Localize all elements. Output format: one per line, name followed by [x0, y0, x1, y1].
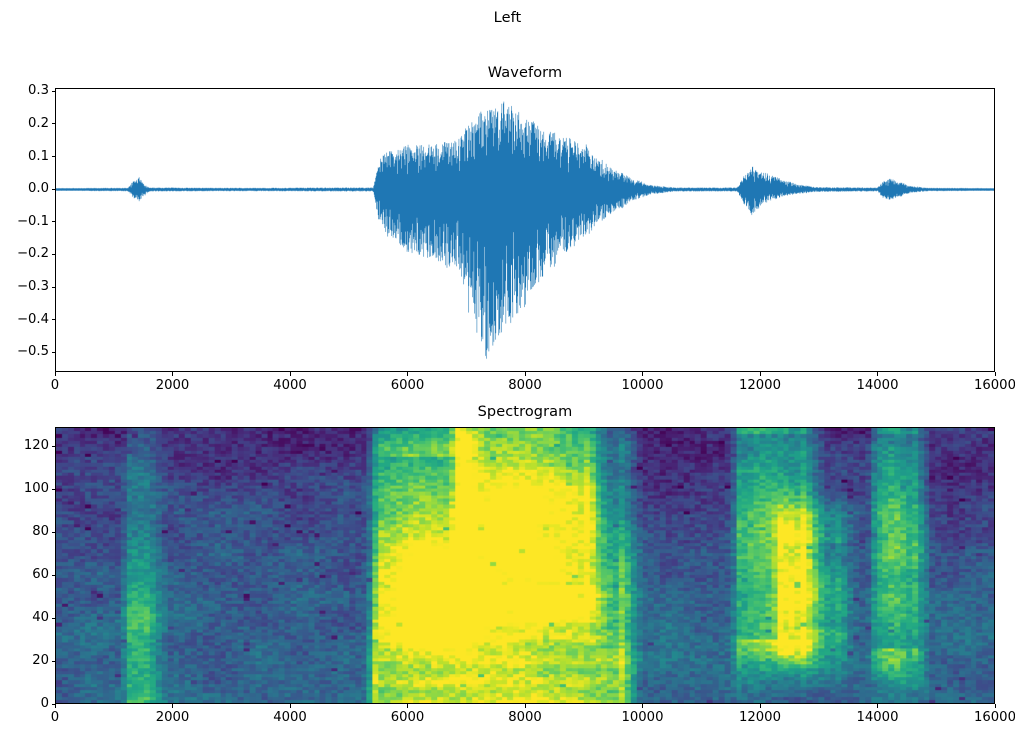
x-tick-label: 0: [50, 378, 60, 393]
x-tick-label: 6000: [390, 378, 425, 393]
y-tick-mark: [51, 660, 55, 662]
x-tick-mark: [877, 372, 879, 376]
x-tick-mark: [877, 704, 879, 708]
x-tick-label: 14000: [856, 710, 899, 725]
y-tick-mark: [51, 574, 55, 576]
y-tick-label: −0.1: [16, 213, 49, 229]
figure-suptitle: Left: [493, 10, 522, 26]
y-tick-label: 0: [40, 696, 49, 711]
y-tick-mark: [51, 123, 55, 125]
x-tick-label: 10000: [621, 378, 664, 393]
y-tick-label: 0.1: [28, 148, 49, 164]
x-tick-mark: [289, 704, 291, 708]
x-tick-mark: [172, 372, 174, 376]
x-tick-label: 2000: [155, 710, 190, 725]
x-tick-label: 4000: [273, 378, 307, 393]
y-tick-label: 40: [32, 610, 49, 626]
x-tick-mark: [642, 704, 644, 708]
x-tick-mark: [642, 372, 644, 376]
y-tick-mark: [51, 488, 55, 490]
x-tick-mark: [524, 372, 526, 376]
y-tick-mark: [51, 319, 55, 321]
y-tick-label: 0.3: [28, 83, 49, 99]
y-tick-mark: [51, 703, 55, 705]
x-tick-label: 6000: [390, 710, 425, 725]
y-tick-label: 0.0: [28, 181, 49, 197]
x-tick-label: 8000: [508, 378, 542, 393]
x-tick-mark: [994, 704, 996, 708]
y-tick-label: −0.4: [16, 311, 49, 327]
y-tick-label: 80: [32, 524, 49, 540]
x-tick-mark: [407, 704, 409, 708]
spectrogram-axes: [55, 427, 995, 704]
x-tick-mark: [759, 372, 761, 376]
x-tick-mark: [759, 704, 761, 708]
spectrogram-image: [56, 428, 994, 703]
x-tick-label: 16000: [974, 378, 1015, 393]
waveform-axes: [55, 88, 995, 372]
y-tick-label: 20: [32, 653, 49, 669]
x-tick-label: 10000: [621, 710, 664, 725]
y-tick-mark: [51, 253, 55, 256]
y-tick-label: −0.3: [16, 279, 49, 295]
y-tick-label: −0.5: [16, 344, 49, 360]
waveform-plot: [56, 89, 994, 371]
y-tick-mark: [51, 90, 55, 92]
y-tick-mark: [51, 286, 55, 288]
x-tick-mark: [524, 704, 526, 708]
y-tick-mark: [51, 617, 55, 619]
x-tick-label: 14000: [856, 378, 899, 393]
x-tick-label: 16000: [974, 710, 1015, 725]
x-tick-mark: [407, 372, 409, 376]
y-tick-mark: [51, 221, 55, 223]
waveform-title: Waveform: [487, 65, 563, 81]
x-tick-label: 0: [50, 710, 60, 725]
y-tick-mark: [51, 531, 55, 533]
x-tick-mark: [994, 372, 996, 376]
y-tick-mark: [51, 156, 55, 158]
x-tick-label: 12000: [739, 378, 781, 393]
y-tick-mark: [51, 351, 55, 353]
x-tick-label: 2000: [155, 378, 190, 393]
y-tick-label: 0.2: [28, 115, 49, 131]
y-tick-label: 120: [23, 438, 49, 454]
spectrogram-title: Spectrogram: [477, 404, 573, 420]
x-tick-mark: [289, 372, 291, 376]
x-tick-label: 8000: [508, 710, 542, 725]
y-tick-label: 60: [32, 567, 49, 583]
x-tick-mark: [54, 372, 56, 376]
x-tick-mark: [54, 704, 56, 708]
y-tick-label: −0.2: [16, 246, 49, 262]
y-tick-mark: [51, 445, 55, 447]
x-tick-mark: [172, 704, 174, 708]
x-tick-label: 12000: [739, 710, 781, 725]
y-tick-mark: [51, 188, 55, 190]
x-tick-label: 4000: [273, 710, 307, 725]
y-tick-label: 100: [23, 481, 49, 497]
